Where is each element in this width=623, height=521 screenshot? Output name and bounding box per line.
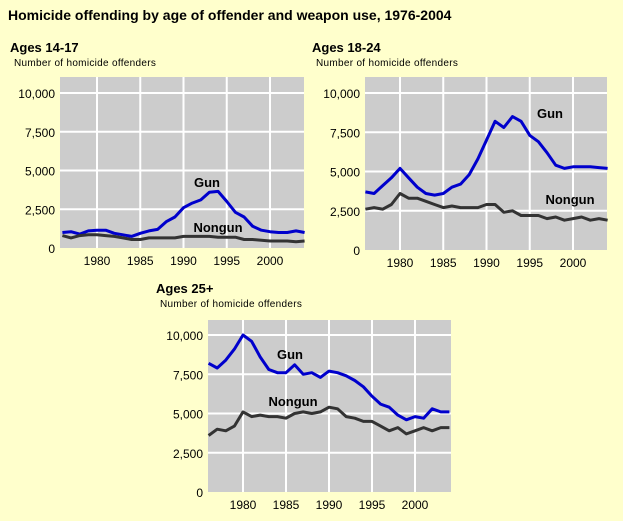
y-tick-label: 5,000 <box>173 408 203 422</box>
y-tick-label: 7,500 <box>173 368 203 382</box>
x-tick-label: 1990 <box>316 498 343 512</box>
x-tick-label: 1990 <box>170 254 197 268</box>
y-tick-label: 10,000 <box>18 87 55 101</box>
y-tick-label: 2,500 <box>25 203 55 217</box>
series-label-nongun: Nongun <box>268 394 317 409</box>
x-tick-label: 1995 <box>359 498 386 512</box>
y-tick-label: 10,000 <box>166 329 203 343</box>
x-tick-label: 2000 <box>402 498 429 512</box>
y-tick-label: 0 <box>196 486 203 500</box>
y-axis-label: Number of homicide offenders <box>14 58 156 69</box>
y-tick-label: 2,500 <box>173 447 203 461</box>
series-label-gun: Gun <box>194 175 220 190</box>
plot-area <box>60 77 304 248</box>
series-line-gun <box>62 189 305 238</box>
y-tick-label: 0 <box>353 244 360 258</box>
panel-1: Ages 14-17 Number of homicide offenders 0 2… <box>10 40 305 268</box>
x-tick-label: 1990 <box>473 256 500 270</box>
series-line-nongun <box>365 192 608 222</box>
panel-title: Ages 25+ <box>156 281 214 296</box>
series-label-nongun: Nongun <box>545 192 594 207</box>
x-tick-label: 1995 <box>213 254 240 268</box>
y-axis-label: Number of homicide offenders <box>316 58 458 69</box>
x-tick-label: 1980 <box>387 256 414 270</box>
series-line-nongun <box>62 233 305 244</box>
y-tick-label: 7,500 <box>330 126 360 140</box>
y-tick-label: 5,000 <box>25 165 55 179</box>
x-tick-label: 1985 <box>127 254 154 268</box>
y-tick-label: 2,500 <box>330 205 360 219</box>
panel-3: Ages 25+ Number of homicide offenders 0 2,5… <box>156 281 451 512</box>
series-label-gun: Gun <box>277 347 303 362</box>
y-tick-label: 10,000 <box>323 87 360 101</box>
series-label-nongun: Nongun <box>193 220 242 235</box>
y-tick-label: 0 <box>48 242 55 256</box>
figure-title: Homicide offending by age of offender an… <box>8 7 452 23</box>
panel-title: Ages 18-24 <box>312 40 381 55</box>
panel-2: Ages 18-24 Number of homicide offenders 0 2… <box>312 40 608 270</box>
series-line-gun <box>207 333 450 422</box>
y-tick-label: 5,000 <box>330 166 360 180</box>
x-tick-label: 1980 <box>84 254 111 268</box>
x-tick-label: 1985 <box>273 498 300 512</box>
series-line-nongun <box>207 405 450 437</box>
x-tick-label: 1985 <box>430 256 457 270</box>
x-tick-label: 2000 <box>560 256 587 270</box>
series-label-gun: Gun <box>537 106 563 121</box>
y-tick-label: 7,500 <box>25 126 55 140</box>
x-tick-label: 2000 <box>257 254 284 268</box>
series-line-gun <box>365 115 608 197</box>
x-tick-label: 1995 <box>516 256 543 270</box>
y-axis-label: Number of homicide offenders <box>160 299 302 310</box>
panel-title: Ages 14-17 <box>10 40 79 55</box>
x-tick-label: 1980 <box>230 498 257 512</box>
